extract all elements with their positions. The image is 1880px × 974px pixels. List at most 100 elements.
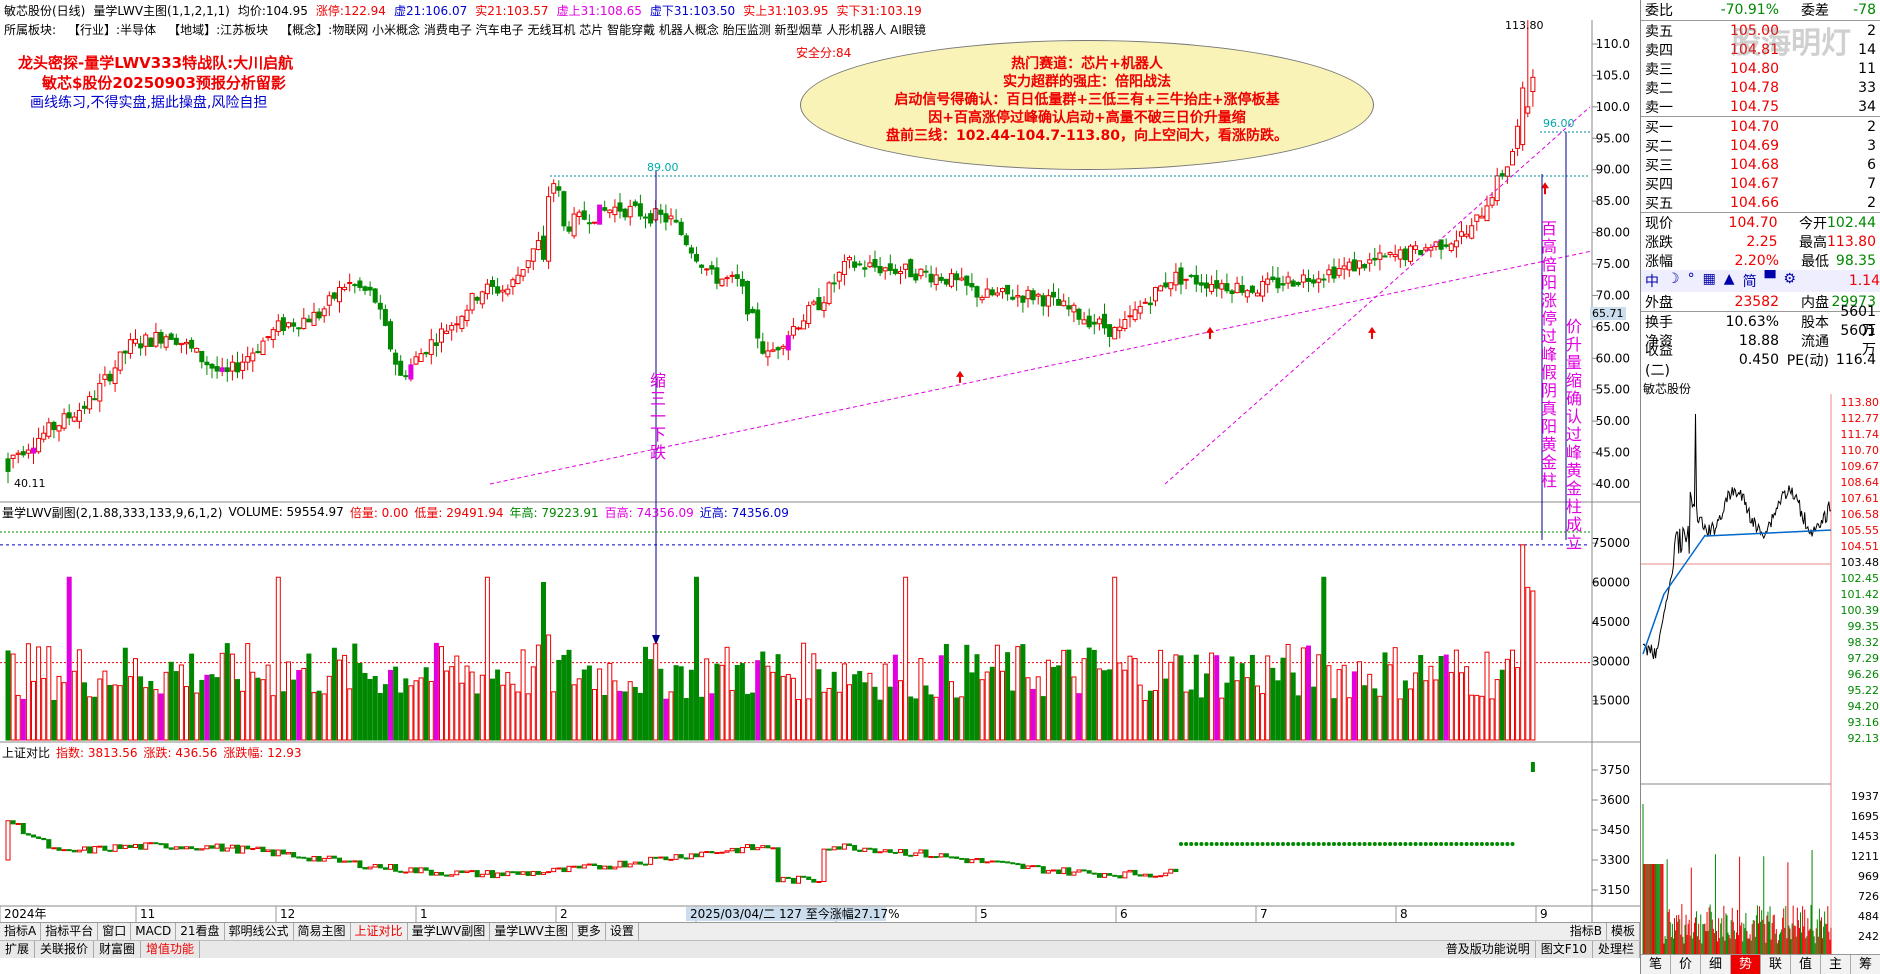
tab-lwv-sub[interactable]: 量学LWV副图 xyxy=(408,923,491,940)
volume-bar xyxy=(857,671,863,741)
right-tab[interactable]: 笔 xyxy=(1641,955,1671,974)
volume-bar xyxy=(994,644,1000,741)
order-price[interactable]: 104.75 xyxy=(1730,98,1779,115)
tab-sh-compare[interactable]: 上证对比 xyxy=(351,923,408,940)
order-price[interactable]: 104.78 xyxy=(1730,79,1779,96)
volume-bar xyxy=(296,669,302,741)
volume-bar xyxy=(1137,684,1143,741)
index-name[interactable]: 上证对比 xyxy=(2,745,51,760)
volume-bar xyxy=(122,647,128,741)
candle-body xyxy=(189,339,195,349)
tab-more[interactable]: 更多 xyxy=(573,923,606,940)
mini-vol-tick: 484 xyxy=(1858,910,1879,923)
tab-lwv-main[interactable]: 量学LWV主图 xyxy=(490,923,573,940)
order-price[interactable]: 104.66 xyxy=(1730,194,1779,211)
toolbar-icon[interactable]: ▦ xyxy=(1702,271,1716,287)
tab-simple-main[interactable]: 简易主图 xyxy=(294,923,351,940)
tab-21[interactable]: 21看盘 xyxy=(176,923,225,940)
toolbar-icon[interactable]: 简 xyxy=(1742,274,1757,290)
avg-label: 均价:104.95 xyxy=(237,3,308,18)
candle-body xyxy=(704,268,710,271)
candle-body xyxy=(1066,305,1072,310)
tab-addon[interactable]: 增值功能 xyxy=(141,941,201,958)
toolbar-icon[interactable]: ▀ xyxy=(1764,271,1776,287)
index-candle xyxy=(495,872,501,879)
tab-template[interactable]: 模板 xyxy=(1607,923,1640,940)
tab-guo[interactable]: 郭明线公式 xyxy=(225,923,294,940)
toolbar-icon[interactable]: 中 xyxy=(1645,274,1659,290)
order-volume: 6 xyxy=(1867,156,1876,173)
candle-body xyxy=(775,347,781,351)
order-price[interactable]: 104.68 xyxy=(1730,156,1779,173)
status-panel[interactable]: 处理栏 xyxy=(1593,941,1640,958)
volume-bar xyxy=(694,576,699,741)
index-dot xyxy=(1408,842,1413,846)
tab-extend[interactable]: 扩展 xyxy=(0,941,36,958)
tab-window[interactable]: 窗口 xyxy=(98,923,132,940)
order-price[interactable]: 104.81 xyxy=(1730,41,1779,58)
status-f10[interactable]: 图文F10 xyxy=(1536,941,1593,958)
volume-bar xyxy=(592,688,597,741)
tab-indicator-platform[interactable]: 指标平台 xyxy=(41,923,99,940)
toolbar-icon[interactable]: ☽ xyxy=(1667,271,1680,287)
tab-indicator-b[interactable]: 指标B xyxy=(1566,923,1607,940)
order-price[interactable]: 104.69 xyxy=(1730,137,1779,154)
index-dot xyxy=(1444,842,1449,846)
volume-bar xyxy=(357,662,363,741)
tab-wealth[interactable]: 财富圈 xyxy=(94,941,142,958)
headline-1: 龙头密探-量学LWV333特战队:大川启航 xyxy=(18,54,294,72)
candle-body xyxy=(1209,283,1215,292)
index-candle xyxy=(408,867,414,873)
right-tab[interactable]: 细 xyxy=(1701,955,1731,974)
toolbar-icon[interactable]: ▲ xyxy=(1723,271,1735,287)
candle-body xyxy=(989,289,995,296)
candle-body xyxy=(974,286,980,298)
date-label: 8 xyxy=(1400,907,1408,921)
tab-related[interactable]: 关联报价 xyxy=(35,941,95,958)
candle-body xyxy=(301,317,307,330)
order-price[interactable]: 104.67 xyxy=(1730,175,1779,192)
volume-bar xyxy=(1316,654,1322,741)
order-price[interactable]: 104.80 xyxy=(1730,60,1779,77)
index-candle xyxy=(622,860,628,868)
volume-bar xyxy=(352,643,358,741)
order-price[interactable]: 105.00 xyxy=(1730,22,1779,39)
tab-macd[interactable]: MACD xyxy=(131,923,177,940)
order-price[interactable]: 104.70 xyxy=(1730,118,1779,135)
index-dot xyxy=(1219,842,1224,846)
mini-vol-tick: 726 xyxy=(1858,890,1879,903)
toolbar-icon[interactable]: ° xyxy=(1687,271,1695,287)
volume-bar xyxy=(852,674,858,741)
right-tab[interactable]: 价 xyxy=(1671,955,1701,974)
candle-body xyxy=(918,268,924,277)
date-label: 2024年 xyxy=(4,907,47,921)
order-row: 买五 104.66 2 xyxy=(1641,193,1880,212)
tab-indicator-a[interactable]: 指标A xyxy=(0,923,42,940)
right-tab[interactable]: 筹 xyxy=(1851,955,1880,974)
intraday-chart[interactable]: 113.80 112.77 111.74 110.70 109.67 108.64 107.… xyxy=(1641,394,1880,974)
candle-body xyxy=(413,356,419,365)
right-tab[interactable]: 势 xyxy=(1731,955,1761,974)
candle-body xyxy=(337,286,342,303)
volume-indicator-name[interactable]: 量学LWV副图(2,1.88,333,133,9,6,1,2) xyxy=(2,505,223,520)
right-tab[interactable]: 值 xyxy=(1791,955,1821,974)
indicator-name[interactable]: 量学LWV主图(1,1,2,1,1) xyxy=(93,3,230,18)
index-candle xyxy=(551,867,557,873)
tab-settings[interactable]: 设置 xyxy=(606,923,639,940)
index-candle xyxy=(1040,866,1046,874)
index-dot xyxy=(1388,842,1393,846)
right-tab[interactable]: 主 xyxy=(1821,955,1851,974)
index-dot xyxy=(1301,842,1306,846)
toolbar-icon[interactable]: ⚙ xyxy=(1783,271,1796,287)
stock-title[interactable]: 敏芯股份(日线) xyxy=(4,3,86,18)
volume-bar xyxy=(1387,664,1393,741)
right-tab[interactable]: 联 xyxy=(1761,955,1791,974)
stock-chart[interactable]: 110.0 105.0 100.0 95.00 90.00 85.00 80.00 75.00… xyxy=(0,0,1640,922)
volume-bar xyxy=(546,634,552,741)
index-candle xyxy=(337,857,342,863)
index-candle xyxy=(316,855,322,862)
index-dot xyxy=(1418,842,1423,846)
volume-bar xyxy=(10,653,16,741)
candle-body xyxy=(760,341,766,354)
status-help[interactable]: 普及版功能说明 xyxy=(1441,941,1536,958)
